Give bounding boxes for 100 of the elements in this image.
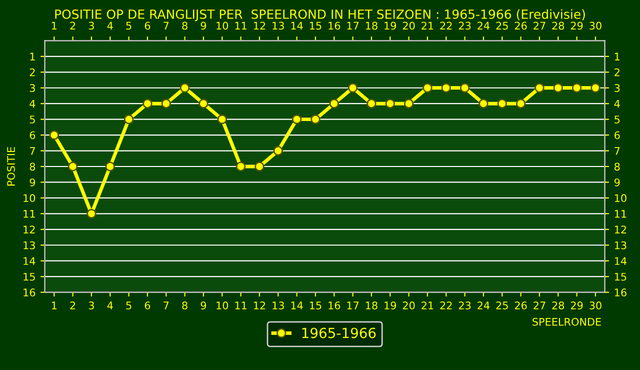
y-tick-label: 12 [24, 226, 35, 234]
y2-tick-label: 2 [614, 68, 620, 76]
y2-tick-label: 15 [614, 272, 626, 281]
y2-tick-label: 13 [614, 241, 626, 250]
x-tick-label: 15 [310, 302, 322, 310]
x-tick-label: 29 [570, 302, 583, 310]
y-tick-label: 4 [30, 100, 36, 108]
x-tick-label: 16 [328, 302, 340, 310]
point [478, 98, 488, 108]
x2-tick-label: 12 [254, 22, 266, 30]
point [553, 83, 563, 93]
y2-tick-label: 12 [614, 226, 626, 234]
point [348, 83, 358, 93]
x2-tick-label: 14 [291, 22, 303, 30]
y2-tick-label: 3 [614, 84, 620, 92]
y2-tick-label: 4 [614, 100, 620, 108]
point [198, 98, 208, 108]
x2-tick-label: 11 [235, 22, 246, 30]
point [180, 83, 190, 93]
x2-tick-label: 22 [440, 22, 452, 30]
x2-tick-label: 6 [144, 22, 150, 30]
x-tick-label: 17 [347, 302, 359, 310]
x2-tick-label: 30 [590, 22, 602, 30]
x-tick-label: 18 [366, 302, 378, 310]
point [236, 162, 246, 172]
x2-tick-label: 25 [496, 22, 508, 30]
x2-tick-label: 29 [570, 22, 583, 30]
y-tick-label: 14 [24, 257, 36, 265]
point [534, 83, 544, 93]
y2-tick-label: 1 [614, 52, 620, 60]
x-tick-label: 26 [514, 302, 527, 310]
point [497, 98, 507, 108]
x-tick-label: 12 [254, 302, 266, 310]
point [292, 114, 302, 124]
y2-tick-label: 14 [614, 257, 626, 265]
x-axis-title: SPEELRONDE [532, 318, 601, 326]
x-tick-label: 8 [182, 302, 188, 310]
x2-tick-label: 16 [328, 22, 340, 30]
x2-tick-label: 18 [366, 22, 378, 30]
x2-tick-label: 1 [52, 22, 56, 30]
x-tick-label: 2 [70, 302, 76, 310]
chart-title: POSITIE OP DE RANGLIJST PER SPEELROND IN HET SEIZOEN : 1965-1966 (Eredivisie) [55, 9, 585, 22]
point [124, 114, 134, 124]
y2-tick-label: 5 [614, 116, 620, 124]
x2-tick-label: 15 [310, 22, 322, 30]
point [366, 98, 376, 108]
x2-tick-label: 7 [164, 22, 169, 30]
point [329, 98, 339, 108]
point [460, 83, 470, 93]
x2-tick-label: 28 [552, 22, 564, 30]
x-tick-label: 4 [107, 302, 113, 310]
y-tick-label: 10 [24, 194, 36, 202]
x2-tick-label: 26 [514, 22, 527, 30]
x2-tick-label: 17 [347, 22, 359, 30]
y-tick-label: 1 [30, 52, 35, 60]
x-tick-label: 22 [440, 302, 452, 310]
x-tick-label: 28 [552, 302, 564, 310]
point [441, 83, 451, 93]
x-tick-label: 14 [291, 302, 303, 310]
point [49, 130, 59, 140]
point [572, 83, 582, 93]
point [273, 146, 283, 156]
legend-label: 1965-1966 [302, 328, 376, 338]
y-tick-label: 13 [24, 241, 35, 250]
x-tick-label: 23 [458, 302, 471, 310]
x2-tick-label: 3 [88, 22, 94, 30]
y2-tick-label: 6 [614, 131, 620, 140]
point [68, 162, 78, 172]
y-tick-label: 9 [30, 178, 36, 186]
x-tick-label: 9 [200, 302, 206, 310]
point [590, 83, 600, 93]
point [422, 83, 432, 93]
x2-tick-label: 19 [384, 22, 396, 30]
y-tick-label: 2 [30, 68, 35, 76]
y-tick-label: 16 [24, 288, 36, 296]
x-tick-label: 19 [384, 302, 396, 310]
point [404, 98, 414, 108]
x2-tick-label: 13 [272, 22, 284, 30]
point [217, 114, 227, 124]
x2-tick-label: 8 [182, 22, 188, 30]
y-tick-label: 3 [30, 84, 35, 92]
x2-tick-label: 27 [534, 22, 546, 30]
x2-tick-label: 24 [478, 22, 490, 30]
y-tick-label: 7 [30, 147, 35, 155]
y-tick-label: 5 [30, 116, 35, 124]
x-tick-label: 13 [272, 302, 284, 310]
point [385, 98, 395, 108]
x2-tick-label: 20 [402, 22, 415, 30]
x2-tick-label: 10 [216, 22, 228, 30]
y2-tick-label: 7 [614, 147, 620, 155]
point [86, 208, 96, 219]
y2-tick-label: 11 [614, 210, 626, 218]
y-tick-label: 6 [30, 131, 36, 140]
x-tick-label: 20 [402, 302, 415, 310]
x-tick-label: 3 [88, 302, 94, 310]
y-tick-label: 15 [24, 272, 35, 281]
y-axis-title: POSITIE [7, 147, 15, 186]
point [254, 162, 264, 172]
x2-tick-label: 21 [422, 22, 434, 30]
y2-tick-label: 16 [614, 288, 626, 296]
